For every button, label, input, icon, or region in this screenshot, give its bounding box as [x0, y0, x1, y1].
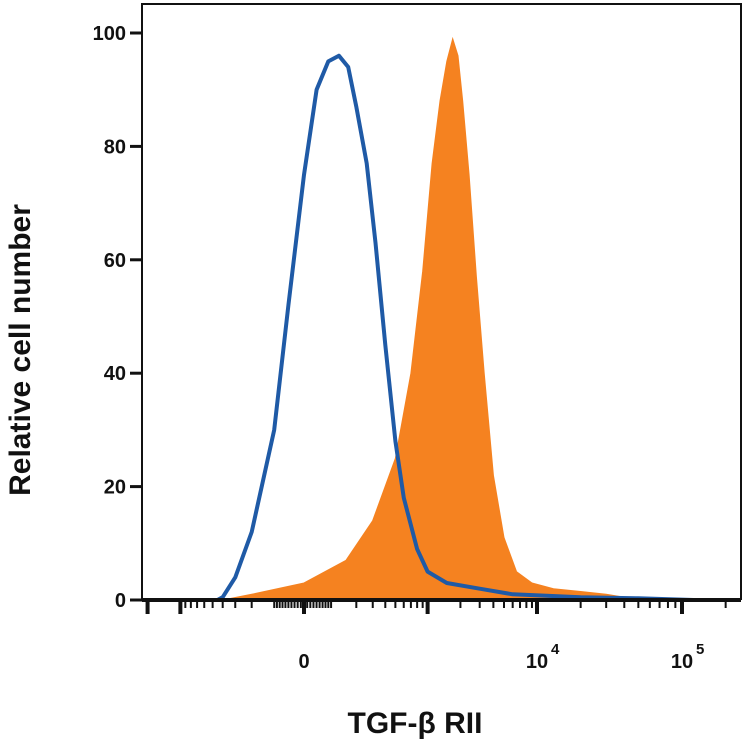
x-tick-label: 10	[671, 651, 693, 673]
y-tick-label-100: 100	[93, 23, 126, 45]
y-axis-label: Relative cell number	[4, 204, 37, 496]
x-tick-label: 10	[526, 651, 548, 673]
x-tick-exponent: 5	[696, 641, 704, 658]
series-filled-histogram	[222, 36, 639, 601]
y-tick-label-40: 40	[104, 363, 126, 385]
y-tick-label-80: 80	[104, 136, 126, 158]
series-outline-histogram	[142, 53, 741, 602]
y-axis-ticks: 0 20 40 60 80 100	[93, 23, 142, 612]
y-tick-label-0: 0	[115, 590, 126, 612]
series-layer	[142, 36, 741, 602]
plot-frame-border	[141, 3, 742, 600]
y-tick-label-20: 20	[104, 477, 126, 499]
x-tick-label: 0	[298, 651, 309, 673]
y-tick-label-60: 60	[104, 250, 126, 272]
x-tick-exponent: 4	[551, 641, 560, 658]
x-axis-ticks	[145, 600, 727, 614]
x-axis-label: TGF-β RII	[348, 707, 483, 740]
plot-frame	[141, 3, 742, 602]
